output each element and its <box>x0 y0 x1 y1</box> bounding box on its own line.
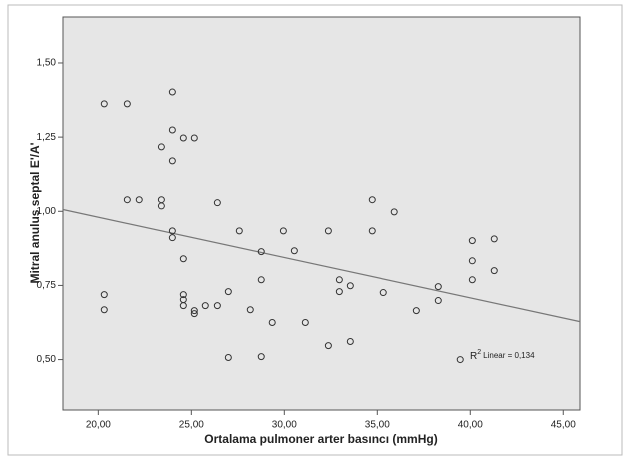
point <box>190 307 198 315</box>
x-tick-label: 35,00 <box>365 420 390 431</box>
point <box>257 276 265 284</box>
point <box>201 302 209 310</box>
point <box>168 126 176 134</box>
point <box>235 227 243 235</box>
point <box>335 288 343 296</box>
point <box>434 283 442 291</box>
annotation-superscript: 2 <box>477 349 481 356</box>
annotation-base: R <box>470 351 477 362</box>
annotation: R2 Linear = 0,134 <box>470 349 535 362</box>
point <box>346 282 354 290</box>
point <box>224 354 232 362</box>
point <box>335 276 343 284</box>
point <box>490 235 498 243</box>
point <box>368 227 376 235</box>
point <box>290 247 298 255</box>
point <box>168 157 176 165</box>
y-tick-label: 1,50 <box>37 58 57 69</box>
point <box>213 199 221 207</box>
point <box>168 227 176 235</box>
point <box>434 297 442 305</box>
point <box>157 202 165 210</box>
y-tick-label: 1,25 <box>37 132 57 143</box>
point <box>468 257 476 265</box>
point <box>324 342 332 350</box>
fit-line <box>62 208 581 323</box>
point <box>179 302 187 310</box>
point <box>456 356 464 364</box>
annotation-text: Linear = 0,134 <box>483 351 535 360</box>
point <box>257 248 265 256</box>
point <box>190 310 198 318</box>
x-tick-label: 20,00 <box>86 420 111 431</box>
point <box>168 88 176 96</box>
x-tick-label: 30,00 <box>272 420 297 431</box>
point <box>100 100 108 108</box>
x-axis-title: Ortalama pulmoner arter basıncı (mmHg) <box>204 432 437 446</box>
point <box>135 196 143 204</box>
point <box>157 143 165 151</box>
point <box>468 237 476 245</box>
point <box>123 100 131 108</box>
point <box>412 307 420 315</box>
x-tick-label: 25,00 <box>179 420 204 431</box>
point <box>346 337 354 345</box>
point <box>213 302 221 310</box>
point <box>490 267 498 275</box>
y-tick-label: 0,75 <box>37 280 57 291</box>
point <box>246 306 254 314</box>
point <box>100 306 108 314</box>
point <box>279 227 287 235</box>
point <box>190 134 198 142</box>
x-tick-label: 45,00 <box>551 420 576 431</box>
y-axis-title: Mitral anulus septal E'/A' <box>28 142 42 283</box>
point <box>179 255 187 263</box>
point <box>379 289 387 297</box>
point <box>390 208 398 216</box>
point <box>168 234 176 242</box>
point <box>368 196 376 204</box>
point <box>301 319 309 327</box>
y-tick-label: 0,50 <box>37 354 57 365</box>
point <box>224 288 232 296</box>
x-tick-label: 40,00 <box>458 420 483 431</box>
point <box>179 291 187 299</box>
point <box>324 227 332 235</box>
point <box>123 196 131 204</box>
point <box>468 276 476 284</box>
point <box>257 353 265 361</box>
y-tick-label: 1,00 <box>37 206 57 217</box>
point <box>100 291 108 299</box>
point <box>268 319 276 327</box>
point <box>179 134 187 142</box>
plot-area <box>62 16 581 411</box>
